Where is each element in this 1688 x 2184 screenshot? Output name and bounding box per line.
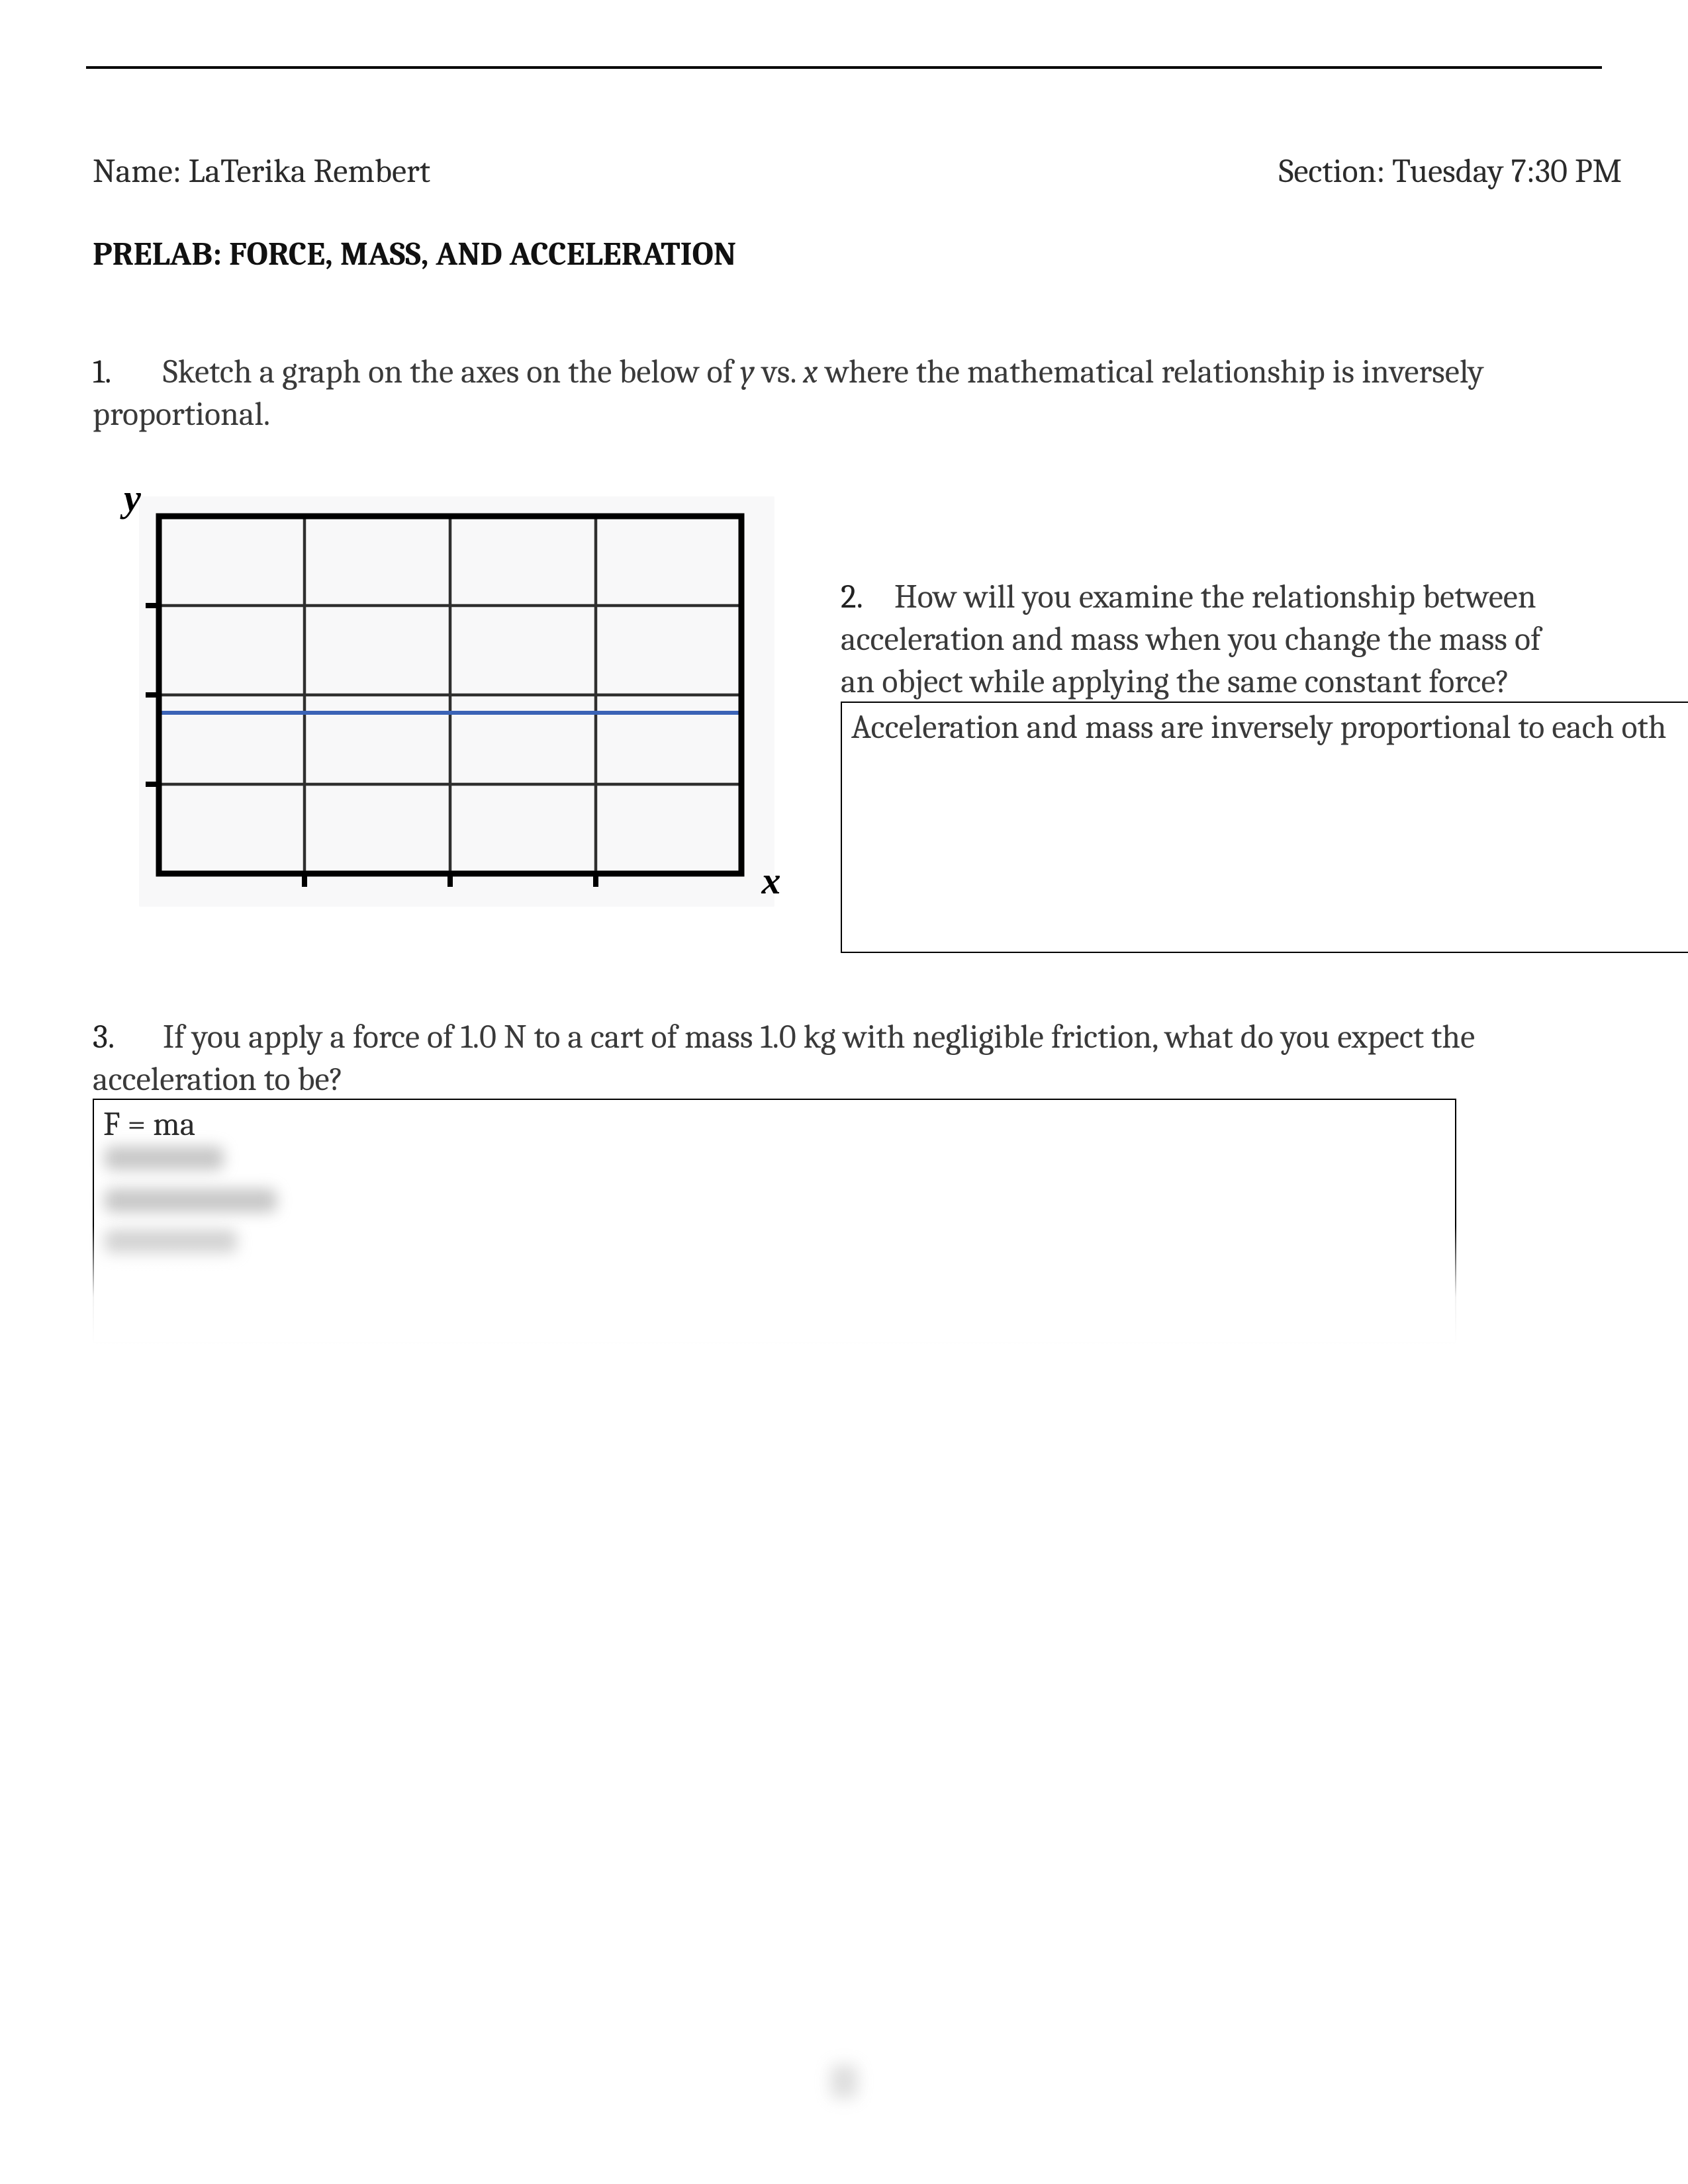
section-label: Section: (1279, 152, 1385, 191)
page-number-blurred (831, 2065, 857, 2098)
graph: yx (93, 477, 808, 940)
question-1: 1. Sketch a graph on the axes on the bel… (93, 351, 1622, 435)
q1-y: y (740, 353, 755, 391)
section-value: Tuesday 7:30 PM (1392, 152, 1622, 191)
top-rule (86, 66, 1602, 69)
blur-line (105, 1231, 237, 1255)
blur-line (105, 1189, 277, 1212)
name-label: Name: (93, 152, 181, 191)
q1-text-b: where the mathematical relationship is i… (818, 353, 1483, 391)
q1-text-a: Sketch a graph on the axes on the below … (163, 353, 740, 391)
name-value: LaTerika Rembert (189, 152, 431, 191)
q3-line1: If you apply a force of 1.0 N to a cart … (163, 1018, 1475, 1056)
q2-line1: How will you examine the relationship be… (894, 578, 1536, 616)
blur-line (105, 1146, 224, 1170)
q2-answer-text: Acceleration and mass are inversely prop… (851, 708, 1666, 747)
bottom-fade (91, 1226, 1458, 1345)
svg-text:x: x (761, 859, 781, 902)
q2-answer-box: Acceleration and mass are inversely prop… (841, 702, 1688, 953)
q3-answer-blurred (105, 1146, 277, 1273)
q3-answer-box: F = ma (93, 1099, 1456, 1343)
q1-x: x (803, 353, 818, 391)
svg-text:y: y (120, 477, 141, 520)
graph-svg: yx (93, 477, 808, 940)
q2-line3: an object while applying the same consta… (841, 662, 1510, 701)
name-line: Name: LaTerika Rembert (93, 152, 430, 191)
page: Name: LaTerika Rembert Section: Tuesday … (0, 0, 1688, 2184)
section-line: Section: Tuesday 7:30 PM (1279, 152, 1622, 191)
q2-line2: acceleration and mass when you change th… (841, 620, 1541, 659)
q3-answer-visible: F = ma (103, 1105, 1446, 1144)
header-row: Name: LaTerika Rembert Section: Tuesday … (93, 152, 1622, 191)
question-3: 3. If you apply a force of 1.0 N to a ca… (93, 1016, 1622, 1101)
q1-line2: proportional. (93, 395, 270, 433)
question-2: 2. How will you examine the relationship… (841, 576, 1688, 703)
q1-vs: vs. (755, 353, 803, 391)
q3-number: 3. (93, 1016, 156, 1058)
q2-number: 2. (841, 576, 887, 618)
q1-number: 1. (93, 351, 156, 393)
q3-line2: acceleration to be? (93, 1060, 344, 1099)
prelab-title: PRELAB: FORCE, MASS, AND ACCELERATION (93, 235, 736, 273)
